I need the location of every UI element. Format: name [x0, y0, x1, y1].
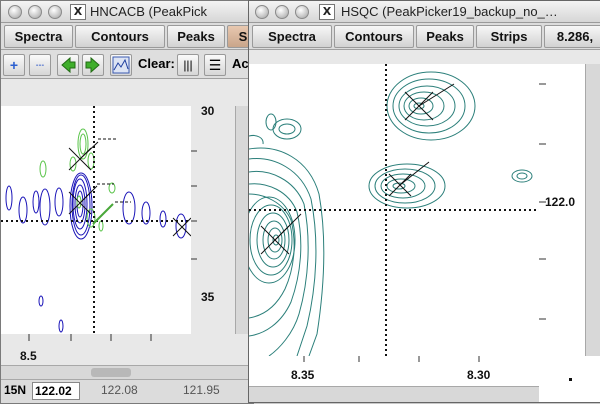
hsqc-horizontal-scrollbar[interactable]: [249, 386, 539, 402]
window-title: HNCACB (PeakPick: [90, 4, 208, 19]
hsqc-vertical-scrollbar[interactable]: [585, 64, 600, 356]
hsqc-corner: [539, 356, 600, 402]
hsqc-bottom-ticks: [303, 356, 480, 362]
zoom-window-icon[interactable]: [295, 5, 309, 19]
strips-menu-button[interactable]: Strips: [476, 25, 542, 48]
hsqc-spectrum-plot[interactable]: [249, 64, 539, 356]
strips-menu-button[interactable]: S: [227, 25, 253, 48]
x-tick-8.35: 8.35: [291, 368, 315, 382]
contours-menu-button[interactable]: Contours: [75, 25, 165, 48]
spectrum-icon[interactable]: [110, 54, 132, 76]
close-window-icon[interactable]: [8, 5, 22, 19]
hsqc-contours: [249, 71, 533, 356]
clear-label: Clear:: [138, 56, 175, 71]
hncacb-horizontal-scrollbar[interactable]: [1, 365, 253, 380]
hsqc-bottom-axis: 8.35 8.30: [249, 356, 539, 386]
corner-dot: [569, 378, 572, 381]
hsqc-right-axis: 122.0: [539, 64, 585, 356]
position-display: 8.286,: [544, 25, 600, 48]
hncacb-spectrum-plot[interactable]: [1, 106, 191, 334]
contours-menu-button[interactable]: Contours: [334, 25, 414, 48]
range-high-value: 121.95: [183, 383, 220, 397]
minimize-window-icon[interactable]: [275, 5, 289, 19]
close-window-icon[interactable]: [255, 5, 269, 19]
zoom-window-icon[interactable]: [48, 5, 62, 19]
hncacb-titlebar[interactable]: X HNCACB (PeakPick: [1, 1, 253, 23]
window-title: HSQC (PeakPicker19_backup_no_…: [341, 4, 558, 19]
active-label: Act: [232, 56, 253, 71]
hncacb-status-bar: 15N 122.02 122.08 121.95: [1, 379, 253, 403]
range-low-value: 122.08: [101, 383, 138, 397]
x11-icon: X: [70, 4, 86, 20]
hncacb-contour-plot: [1, 106, 191, 334]
peak-markers: [68, 138, 191, 237]
peaks-menu-button[interactable]: Peaks: [167, 25, 225, 48]
spectra-menu-button[interactable]: Spectra: [4, 25, 73, 48]
grid-rows-icon[interactable]: ☰: [204, 54, 226, 76]
y-tick-122.0: 122.0: [545, 195, 576, 209]
hsqc-contour-plot: [249, 64, 539, 356]
scroll-thumb[interactable]: [91, 368, 131, 377]
delete-peak-icon[interactable]: ┄: [29, 54, 51, 76]
minimize-window-icon[interactable]: [28, 5, 42, 19]
axis-name-label: 15N: [4, 383, 27, 397]
peaks-menu-button[interactable]: Peaks: [416, 25, 474, 48]
hncacb-menubar: Spectra Contours Peaks S: [1, 23, 253, 50]
add-peak-icon[interactable]: +: [3, 54, 25, 76]
x-tick-8.30: 8.30: [467, 368, 491, 382]
spectra-menu-button[interactable]: Spectra: [252, 25, 332, 48]
back-arrow-icon[interactable]: [57, 54, 79, 76]
x11-icon: X: [319, 4, 335, 20]
y-tick-30: 30: [201, 104, 215, 118]
hncacb-toolbar: + ┄ Clear: ||| ☰ Act: [1, 50, 253, 79]
hncacb-window: X HNCACB (PeakPick Spectra Contours Peak…: [0, 0, 254, 404]
hsqc-window: X HSQC (PeakPicker19_backup_no_… Spectra…: [248, 0, 600, 403]
negative-contours: [5, 172, 187, 333]
hsqc-titlebar[interactable]: X HSQC (PeakPicker19_backup_no_…: [249, 1, 600, 23]
position-input[interactable]: 122.02: [32, 382, 80, 400]
forward-arrow-icon[interactable]: [82, 54, 104, 76]
y-tick-35: 35: [201, 290, 215, 304]
hsqc-peak-markers: [260, 83, 455, 255]
x-tick-8.5: 8.5: [20, 349, 37, 363]
hsqc-menubar: Spectra Contours Peaks Strips 8.286,: [249, 23, 600, 50]
grid-columns-icon[interactable]: |||: [177, 54, 199, 76]
hsqc-right-ticks: [539, 83, 546, 320]
